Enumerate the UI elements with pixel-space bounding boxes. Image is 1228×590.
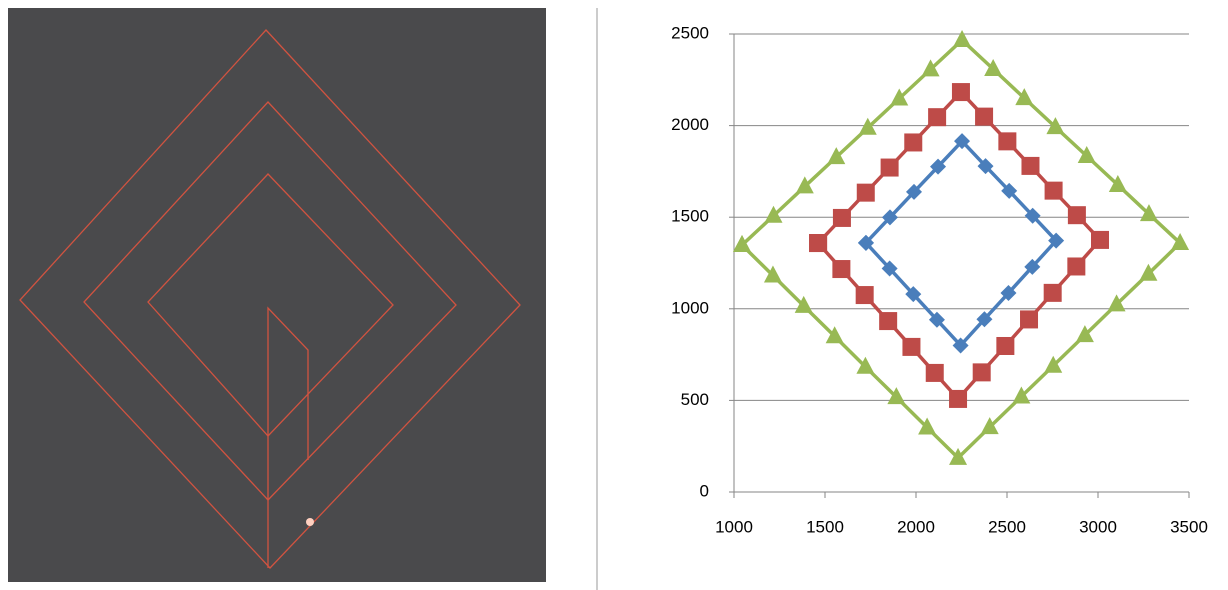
data-point [879,312,897,330]
data-point [928,108,946,126]
data-point [833,209,851,227]
x-tick-label: 3000 [1079,517,1117,536]
data-point [998,132,1016,150]
photo-background [8,8,546,582]
y-tick-label: 2000 [671,115,709,134]
data-point [975,108,993,126]
data-point [953,30,971,47]
data-point [926,364,944,382]
y-tick-label: 500 [681,390,709,409]
x-tick-label: 2500 [988,517,1026,536]
data-point [809,234,827,252]
data-point [881,159,899,177]
data-point [1067,257,1085,275]
data-point [1091,231,1109,249]
data-point [1045,182,1063,200]
data-point [949,390,967,408]
y-tick-label: 0 [700,481,709,500]
y-tick-label: 2500 [671,23,709,42]
data-point [1068,206,1086,224]
x-tick-label: 1500 [806,517,844,536]
data-point [856,286,874,304]
x-tick-label: 3500 [1170,517,1208,536]
data-point [996,337,1014,355]
data-point [973,363,991,381]
laser-spot [306,518,314,526]
data-point [832,260,850,278]
x-tick-label: 1000 [715,517,753,536]
page: 0 500 1000 1500 2000 2500 1000 1500 2000 2500 3000… [0,0,1228,590]
y-tick-label: 1500 [671,207,709,226]
data-point [902,338,920,356]
data-point [1044,284,1062,302]
laser-photo [8,8,546,582]
figure: 0 500 1000 1500 2000 2500 1000 1500 2000 2500 3000… [0,0,1228,590]
x-tick-label: 2000 [897,517,935,536]
data-point [1020,310,1038,328]
data-point [904,133,922,151]
data-point [1021,157,1039,175]
y-tick-label: 1000 [671,298,709,317]
data-point [952,83,970,101]
data-point [857,184,875,202]
